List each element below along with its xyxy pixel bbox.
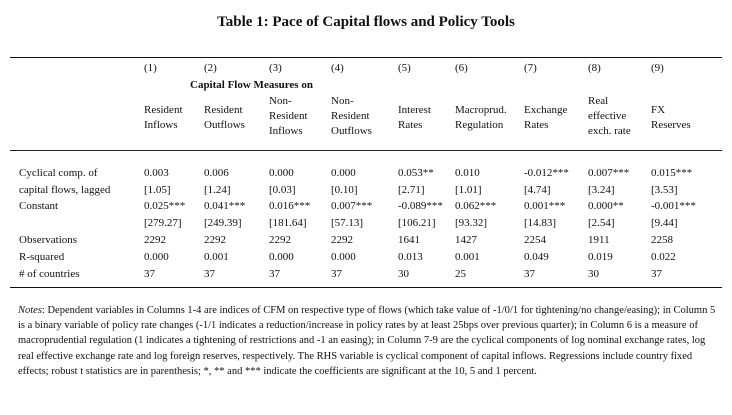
- table-cell: 37: [204, 268, 215, 280]
- table-cell: [181.64]: [269, 217, 307, 229]
- table-cell: 0.010: [455, 167, 480, 179]
- col-header-1: Resident Inflows: [144, 104, 183, 131]
- top-rule: [10, 57, 722, 58]
- col-number-4: (4): [331, 62, 344, 74]
- table-cell: 2292: [331, 234, 353, 246]
- table-title: Table 1: Pace of Capital flows and Polic…: [217, 14, 515, 30]
- table-cell: 2292: [269, 234, 291, 246]
- group-header: Capital Flow Measures on: [190, 79, 313, 91]
- table-cell: 0.000: [144, 251, 169, 263]
- table-cell: [14.83]: [524, 217, 557, 229]
- col-number-1: (1): [144, 62, 157, 74]
- col-header-2: Resident Outflows: [204, 104, 245, 131]
- table-cell: 0.025***: [144, 200, 186, 212]
- col-number-2: (2): [204, 62, 217, 74]
- table-cell: 37: [524, 268, 535, 280]
- table-cell: 0.000**: [588, 200, 624, 212]
- table-cell: [9.44]: [651, 217, 678, 229]
- table-cell: 0.000: [331, 167, 356, 179]
- table-cell: 0.001: [204, 251, 229, 263]
- col-number-3: (3): [269, 62, 282, 74]
- table-cell: [1.05]: [144, 184, 171, 196]
- col-header-5: Interest Rates: [398, 104, 431, 131]
- table-cell: 25: [455, 268, 466, 280]
- row-label: Observations: [19, 234, 78, 246]
- table-cell: 30: [588, 268, 599, 280]
- row-label: Cyclical comp. of: [19, 167, 98, 179]
- table-cell: 0.049: [524, 251, 549, 263]
- table-cell: 0.000: [331, 251, 356, 263]
- table-cell: 0.016***: [269, 200, 311, 212]
- table-cell: 2292: [144, 234, 166, 246]
- col-number-9: (9): [651, 62, 664, 74]
- row-label: capital flows, lagged: [19, 184, 111, 196]
- col-header-6: Macroprud. Regulation: [455, 104, 507, 131]
- table-cell: 0.003: [144, 167, 169, 179]
- col-number-6: (6): [455, 62, 468, 74]
- table-cell: [57.13]: [331, 217, 364, 229]
- table-cell: [1.01]: [455, 184, 482, 196]
- table-notes: Notes: Dependent variables in Columns 1-…: [18, 303, 716, 379]
- table-cell: -0.089***: [398, 200, 443, 212]
- table-cell: 1911: [588, 234, 610, 246]
- table-cell: [0.10]: [331, 184, 358, 196]
- col-header-8: Real effective exch. rate: [588, 95, 631, 137]
- table-cell: 2292: [204, 234, 226, 246]
- table-cell: 0.015***: [651, 167, 693, 179]
- table-cell: 37: [144, 268, 155, 280]
- table-cell: [93.32]: [455, 217, 488, 229]
- table-cell: -0.012***: [524, 167, 569, 179]
- row-label: R-squared: [19, 251, 65, 263]
- col-header-4: Non- Resident Outflows: [331, 95, 372, 137]
- col-header-7: Exchange Rates: [524, 104, 568, 131]
- notes-label: Notes: [18, 305, 42, 316]
- table-cell: 0.007***: [331, 200, 373, 212]
- row-label: Constant: [19, 200, 59, 212]
- table-cell: 0.000: [269, 251, 294, 263]
- table-cell: 1427: [455, 234, 477, 246]
- table-cell: 0.041***: [204, 200, 246, 212]
- row-label: # of countries: [19, 268, 80, 280]
- table-cell: 37: [651, 268, 662, 280]
- table-cell: [2.54]: [588, 217, 615, 229]
- col-number-8: (8): [588, 62, 601, 74]
- table-cell: 0.001: [455, 251, 480, 263]
- bottom-rule: [10, 287, 722, 288]
- table-cell: 2254: [524, 234, 546, 246]
- table-cell: [2.71]: [398, 184, 425, 196]
- table-cell: 0.019: [588, 251, 613, 263]
- table-cell: 0.022: [651, 251, 676, 263]
- table-cell: [1.24]: [204, 184, 231, 196]
- table-cell: [4.74]: [524, 184, 551, 196]
- col-number-5: (5): [398, 62, 411, 74]
- table-cell: [249.39]: [204, 217, 242, 229]
- table-cell: 30: [398, 268, 409, 280]
- table-cell: 37: [331, 268, 342, 280]
- table-cell: 0.007***: [588, 167, 630, 179]
- table-cell: [106.21]: [398, 217, 436, 229]
- table-cell: 1641: [398, 234, 420, 246]
- table-cell: 0.053**: [398, 167, 434, 179]
- table-cell: 0.006: [204, 167, 229, 179]
- table-cell: 0.062***: [455, 200, 497, 212]
- notes-text: : Dependent variables in Columns 1-4 are…: [18, 305, 716, 377]
- table-cell: [0.03]: [269, 184, 296, 196]
- table-cell: 0.001***: [524, 200, 566, 212]
- table-cell: 37: [269, 268, 280, 280]
- table-cell: 0.000: [269, 167, 294, 179]
- col-number-7: (7): [524, 62, 537, 74]
- col-header-3: Non- Resident Inflows: [269, 95, 308, 137]
- table-cell: 2258: [651, 234, 673, 246]
- table-cell: -0.001***: [651, 200, 696, 212]
- header-rule: [10, 150, 722, 151]
- table-cell: [279.27]: [144, 217, 182, 229]
- col-header-9: FX Reserves: [651, 104, 691, 131]
- table-cell: [3.24]: [588, 184, 615, 196]
- table-cell: [3.53]: [651, 184, 678, 196]
- table-cell: 0.013: [398, 251, 423, 263]
